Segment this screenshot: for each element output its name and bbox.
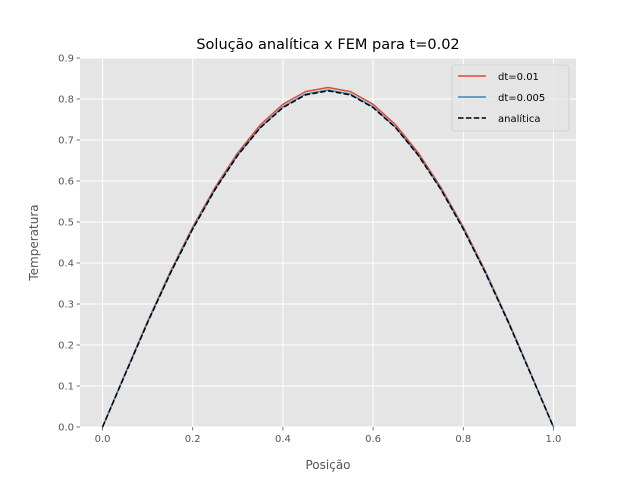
y-tick-label: 0.7 — [58, 136, 74, 147]
x-axis-label: Posição — [305, 458, 350, 472]
x-tick-label: 0.4 — [275, 434, 291, 445]
axis-ticks: 0.0 0.2 0.4 0.6 0.8 1.0 0.0 0.1 0.2 0.3 0.4 0.5 0.6 0… — [58, 54, 561, 446]
legend: dt=0.01 dt=0.005 analítica — [451, 64, 570, 132]
x-tick-label: 0.8 — [455, 434, 471, 445]
y-tick-label: 0.9 — [58, 54, 74, 65]
legend-label-0: dt=0.01 — [498, 72, 539, 83]
series-line-2 — [101, 90, 555, 428]
legend-box — [451, 64, 570, 132]
y-axis-label: Temperatura — [27, 204, 41, 281]
legend-label-1: dt=0.005 — [498, 93, 545, 104]
x-tick-label: 0.0 — [95, 434, 111, 445]
y-tick-label: 0.2 — [58, 341, 74, 352]
legend-label-2: analítica — [498, 113, 540, 125]
gridlines — [80, 57, 576, 428]
chart-title: Solução analítica x FEM para t=0.02 — [196, 37, 459, 53]
y-tick-label: 0.5 — [58, 218, 74, 229]
x-tick-label: 0.2 — [185, 434, 201, 445]
y-tick-label: 0.4 — [58, 259, 74, 270]
x-tick-label: 0.6 — [365, 434, 381, 445]
y-tick-label: 0.8 — [58, 95, 74, 106]
y-tick-label: 0.1 — [58, 382, 74, 393]
y-tick-label: 0.6 — [58, 177, 74, 188]
y-tick-label: 0.0 — [58, 423, 74, 434]
x-tick-label: 1.0 — [546, 434, 562, 445]
series-lines — [101, 86, 555, 428]
y-tick-label: 0.3 — [58, 300, 74, 311]
